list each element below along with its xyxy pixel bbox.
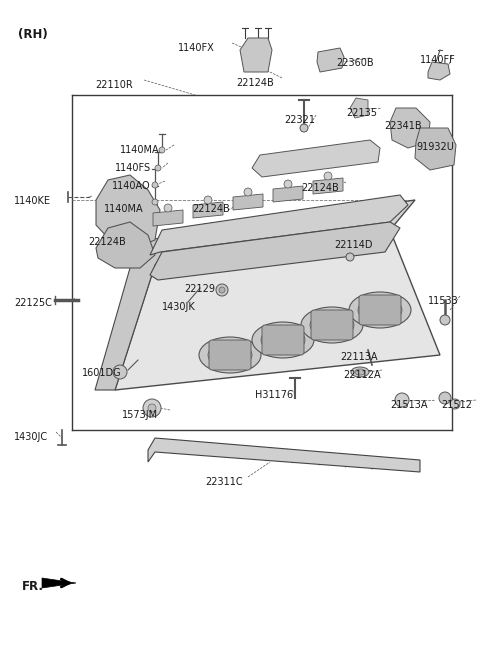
Text: 1140FS: 1140FS (115, 163, 151, 173)
FancyBboxPatch shape (311, 310, 353, 340)
Text: 1430JC: 1430JC (14, 432, 48, 442)
Circle shape (346, 253, 354, 261)
Polygon shape (193, 202, 223, 218)
Text: 1140FX: 1140FX (178, 43, 215, 53)
Polygon shape (313, 178, 343, 194)
Polygon shape (95, 235, 178, 390)
Circle shape (440, 315, 450, 325)
Ellipse shape (301, 307, 363, 343)
Ellipse shape (355, 369, 365, 375)
Polygon shape (240, 38, 272, 72)
Circle shape (284, 180, 292, 188)
Text: 22124B: 22124B (192, 204, 230, 214)
Text: 1140FF: 1140FF (420, 55, 456, 65)
Circle shape (113, 365, 127, 379)
Text: 22124B: 22124B (236, 78, 274, 88)
Polygon shape (273, 186, 303, 202)
Circle shape (395, 393, 409, 407)
Text: 1140AO: 1140AO (112, 181, 151, 191)
Polygon shape (415, 128, 456, 170)
Text: 1140MA: 1140MA (120, 145, 160, 155)
Ellipse shape (310, 312, 354, 338)
Polygon shape (96, 222, 155, 268)
Text: 22129: 22129 (184, 284, 215, 294)
Text: 21513A: 21513A (390, 400, 428, 410)
Ellipse shape (208, 342, 252, 368)
FancyBboxPatch shape (209, 340, 251, 370)
Ellipse shape (199, 337, 261, 373)
Circle shape (152, 182, 158, 188)
Circle shape (450, 399, 460, 409)
Polygon shape (155, 200, 415, 265)
Text: 91932U: 91932U (416, 142, 454, 152)
Polygon shape (148, 438, 420, 472)
Polygon shape (390, 108, 430, 148)
Circle shape (300, 124, 308, 132)
Polygon shape (153, 210, 183, 226)
Circle shape (164, 204, 172, 212)
Text: 1573JM: 1573JM (122, 410, 158, 420)
Text: 22110R: 22110R (95, 80, 133, 90)
Polygon shape (428, 62, 450, 80)
Polygon shape (233, 194, 263, 210)
Text: 22341B: 22341B (384, 121, 421, 131)
Circle shape (244, 188, 252, 196)
Polygon shape (96, 175, 160, 248)
FancyBboxPatch shape (359, 295, 401, 325)
Text: 22135: 22135 (346, 108, 377, 118)
Text: (RH): (RH) (18, 28, 48, 41)
Text: H31176: H31176 (255, 390, 293, 400)
Text: 11533: 11533 (428, 296, 459, 306)
Polygon shape (350, 98, 368, 118)
Polygon shape (150, 222, 400, 280)
Circle shape (148, 404, 156, 412)
Text: 21512: 21512 (441, 400, 472, 410)
Circle shape (219, 287, 225, 293)
Circle shape (324, 172, 332, 180)
Circle shape (216, 284, 228, 296)
Text: 22311C: 22311C (205, 477, 242, 487)
Text: 1601DG: 1601DG (82, 368, 121, 378)
Polygon shape (150, 195, 408, 255)
Circle shape (155, 165, 161, 171)
Text: 1140MA: 1140MA (104, 204, 144, 214)
Circle shape (152, 199, 158, 205)
Polygon shape (252, 140, 380, 177)
Ellipse shape (351, 367, 369, 377)
Text: 22113A: 22113A (340, 352, 377, 362)
Text: 22125C: 22125C (14, 298, 52, 308)
Text: FR.: FR. (22, 580, 44, 593)
Polygon shape (317, 48, 344, 72)
Text: 22124B: 22124B (301, 183, 339, 193)
Text: 22112A: 22112A (343, 370, 381, 380)
Circle shape (439, 392, 451, 404)
Text: 22114D: 22114D (334, 240, 372, 250)
Ellipse shape (252, 322, 314, 358)
Circle shape (143, 399, 161, 417)
Text: 1140KE: 1140KE (14, 196, 51, 206)
Text: 22124B: 22124B (88, 237, 126, 247)
Circle shape (159, 147, 165, 153)
Circle shape (204, 196, 212, 204)
Text: 1430JK: 1430JK (162, 302, 196, 312)
Ellipse shape (349, 292, 411, 328)
Text: 22321: 22321 (284, 115, 315, 125)
Text: 22360B: 22360B (336, 58, 373, 68)
Ellipse shape (358, 297, 402, 323)
Ellipse shape (261, 327, 305, 353)
Polygon shape (115, 230, 440, 390)
FancyBboxPatch shape (262, 325, 304, 355)
Polygon shape (42, 578, 76, 588)
